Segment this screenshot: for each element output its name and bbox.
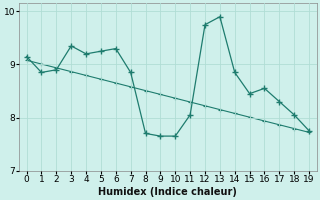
X-axis label: Humidex (Indice chaleur): Humidex (Indice chaleur) <box>98 187 237 197</box>
